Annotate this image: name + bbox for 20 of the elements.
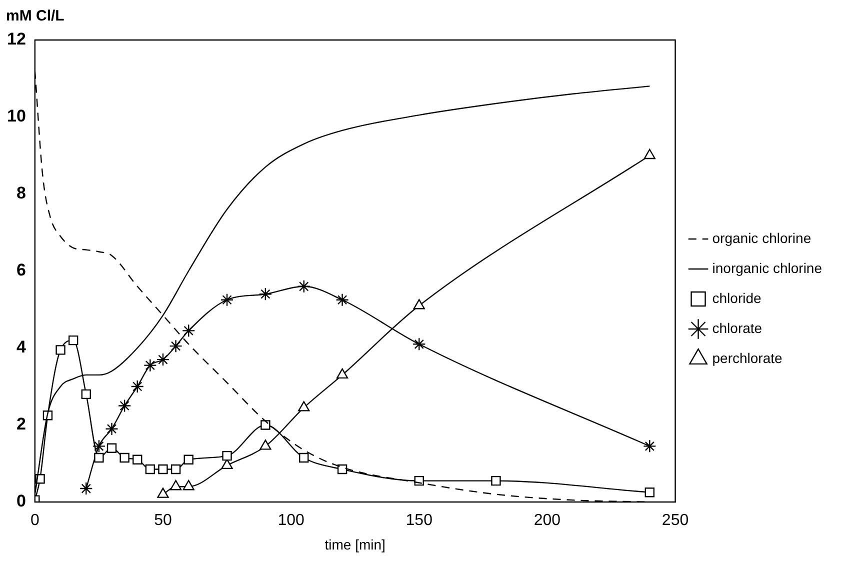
y-tick-label: 10 xyxy=(6,106,26,126)
x-tick-label: 200 xyxy=(534,512,561,530)
y-tick-label: 12 xyxy=(6,30,26,49)
x-tick-label: 100 xyxy=(278,512,304,530)
legend-label: chloride xyxy=(712,290,762,306)
x-tick-label: 150 xyxy=(406,512,433,530)
x-tick-label: 250 xyxy=(662,512,689,530)
legend-label: organic chlorine xyxy=(712,230,812,246)
legend-label: perchlorate xyxy=(712,350,783,366)
x-tick-label: 0 xyxy=(30,512,40,530)
x-tick-label: 50 xyxy=(154,512,172,530)
x-axis-title: time [min] xyxy=(324,536,386,552)
y-tick-label: 6 xyxy=(16,260,26,280)
legend-label: inorganic chlorine xyxy=(712,260,822,276)
legend-label: chlorate xyxy=(712,320,762,336)
y-axis-title: mM Cl/L xyxy=(6,8,64,25)
y-tick-label: 2 xyxy=(16,414,26,434)
y-tick-label: 0 xyxy=(16,492,26,511)
y-tick-label: 4 xyxy=(16,338,26,357)
y-tick-label: 8 xyxy=(16,184,26,203)
